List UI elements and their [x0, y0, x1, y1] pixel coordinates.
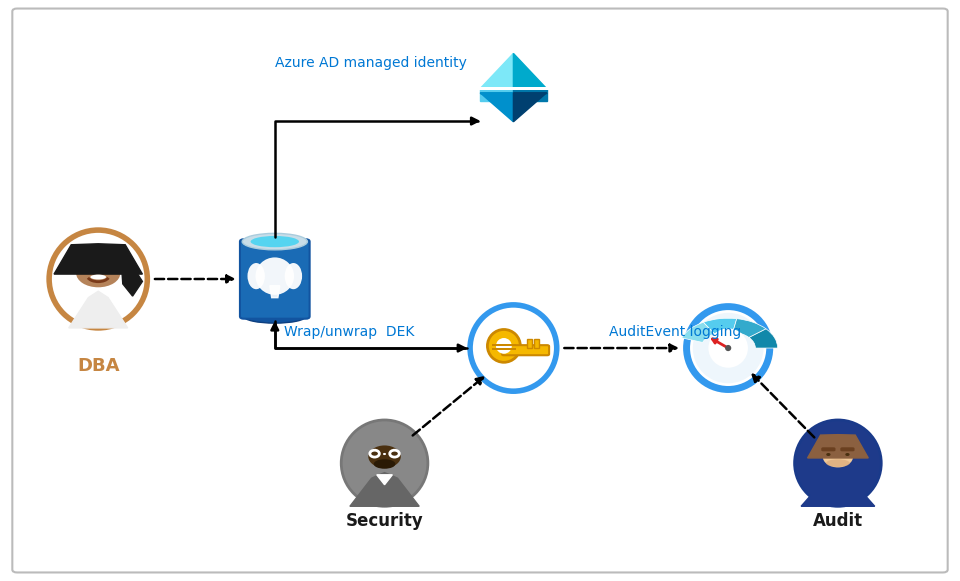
Ellipse shape [341, 420, 428, 506]
Wedge shape [682, 322, 714, 342]
Text: DBA: DBA [77, 357, 119, 375]
Ellipse shape [248, 263, 265, 289]
Ellipse shape [285, 263, 302, 289]
Ellipse shape [846, 453, 850, 456]
Polygon shape [349, 472, 420, 506]
Polygon shape [480, 89, 514, 101]
FancyBboxPatch shape [840, 447, 854, 451]
Ellipse shape [686, 307, 770, 389]
Ellipse shape [242, 234, 307, 250]
Polygon shape [480, 93, 514, 122]
Ellipse shape [76, 259, 120, 288]
Wedge shape [732, 318, 766, 338]
FancyBboxPatch shape [821, 447, 835, 451]
Polygon shape [376, 475, 393, 485]
Ellipse shape [823, 446, 853, 468]
Ellipse shape [470, 305, 557, 391]
Ellipse shape [369, 446, 401, 468]
Polygon shape [480, 53, 514, 89]
Ellipse shape [373, 459, 396, 469]
Wedge shape [749, 329, 778, 348]
Ellipse shape [827, 453, 830, 456]
Polygon shape [514, 53, 546, 89]
Ellipse shape [244, 310, 306, 323]
Ellipse shape [255, 257, 294, 295]
Ellipse shape [49, 230, 147, 328]
Polygon shape [514, 93, 546, 122]
Ellipse shape [708, 328, 748, 368]
Ellipse shape [826, 459, 850, 467]
Polygon shape [801, 472, 875, 506]
Ellipse shape [693, 313, 763, 383]
Polygon shape [120, 247, 142, 296]
Ellipse shape [795, 420, 881, 506]
Ellipse shape [496, 338, 512, 354]
FancyBboxPatch shape [534, 339, 539, 348]
Text: Security: Security [346, 512, 423, 530]
FancyBboxPatch shape [478, 87, 549, 90]
FancyBboxPatch shape [492, 344, 516, 346]
Wedge shape [704, 318, 736, 334]
Polygon shape [54, 244, 142, 274]
Polygon shape [807, 435, 868, 458]
Text: Wrap/unwrap  DEK: Wrap/unwrap DEK [284, 325, 415, 339]
FancyBboxPatch shape [527, 339, 532, 348]
FancyBboxPatch shape [502, 345, 549, 355]
Text: Azure AD managed identity: Azure AD managed identity [275, 56, 467, 70]
Text: AuditEvent logging: AuditEvent logging [609, 325, 741, 339]
FancyBboxPatch shape [492, 349, 516, 350]
Ellipse shape [488, 329, 520, 363]
Polygon shape [69, 291, 128, 328]
Ellipse shape [725, 345, 732, 351]
Text: Audit: Audit [813, 512, 863, 530]
Polygon shape [270, 286, 279, 297]
Polygon shape [514, 89, 546, 101]
FancyBboxPatch shape [240, 239, 310, 319]
Ellipse shape [85, 265, 90, 268]
Ellipse shape [107, 265, 111, 268]
Ellipse shape [90, 275, 106, 279]
FancyBboxPatch shape [12, 9, 948, 572]
Ellipse shape [251, 236, 299, 247]
